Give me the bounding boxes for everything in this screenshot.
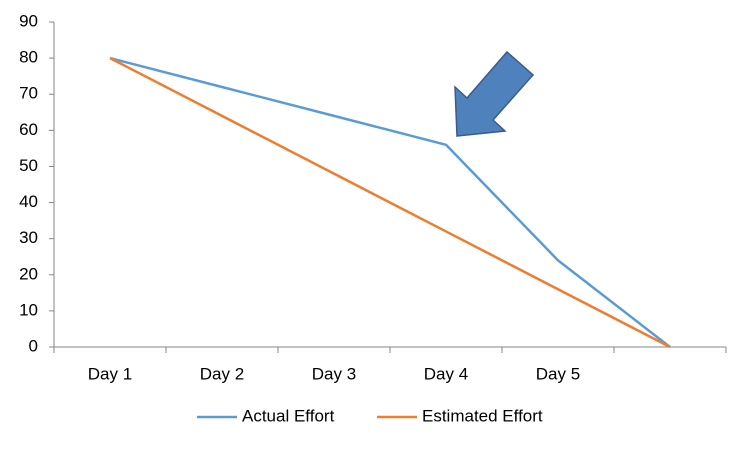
y-tick-label: 30 <box>19 228 38 247</box>
arrow-annotation <box>454 50 535 137</box>
y-tick-label: 50 <box>19 156 38 175</box>
x-tick-label: Day 5 <box>536 364 580 383</box>
legend-label: Actual Effort <box>242 406 335 425</box>
y-tick-label: 0 <box>29 336 38 355</box>
y-tick-label: 40 <box>19 192 38 211</box>
series-line <box>109 57 671 349</box>
x-tick-label: Day 2 <box>200 364 244 383</box>
x-tick-label: Day 3 <box>312 364 356 383</box>
series-line <box>109 56 671 348</box>
y-tick-label: 60 <box>19 120 38 139</box>
y-tick-label: 70 <box>19 84 38 103</box>
y-tick-label: 90 <box>19 11 38 30</box>
y-tick-label: 20 <box>19 264 38 283</box>
x-tick-label: Day 1 <box>88 364 132 383</box>
x-tick-label: Day 4 <box>424 364 468 383</box>
legend-label: Estimated Effort <box>422 406 543 425</box>
y-tick-label: 10 <box>19 300 38 319</box>
y-tick-label: 80 <box>19 48 38 67</box>
